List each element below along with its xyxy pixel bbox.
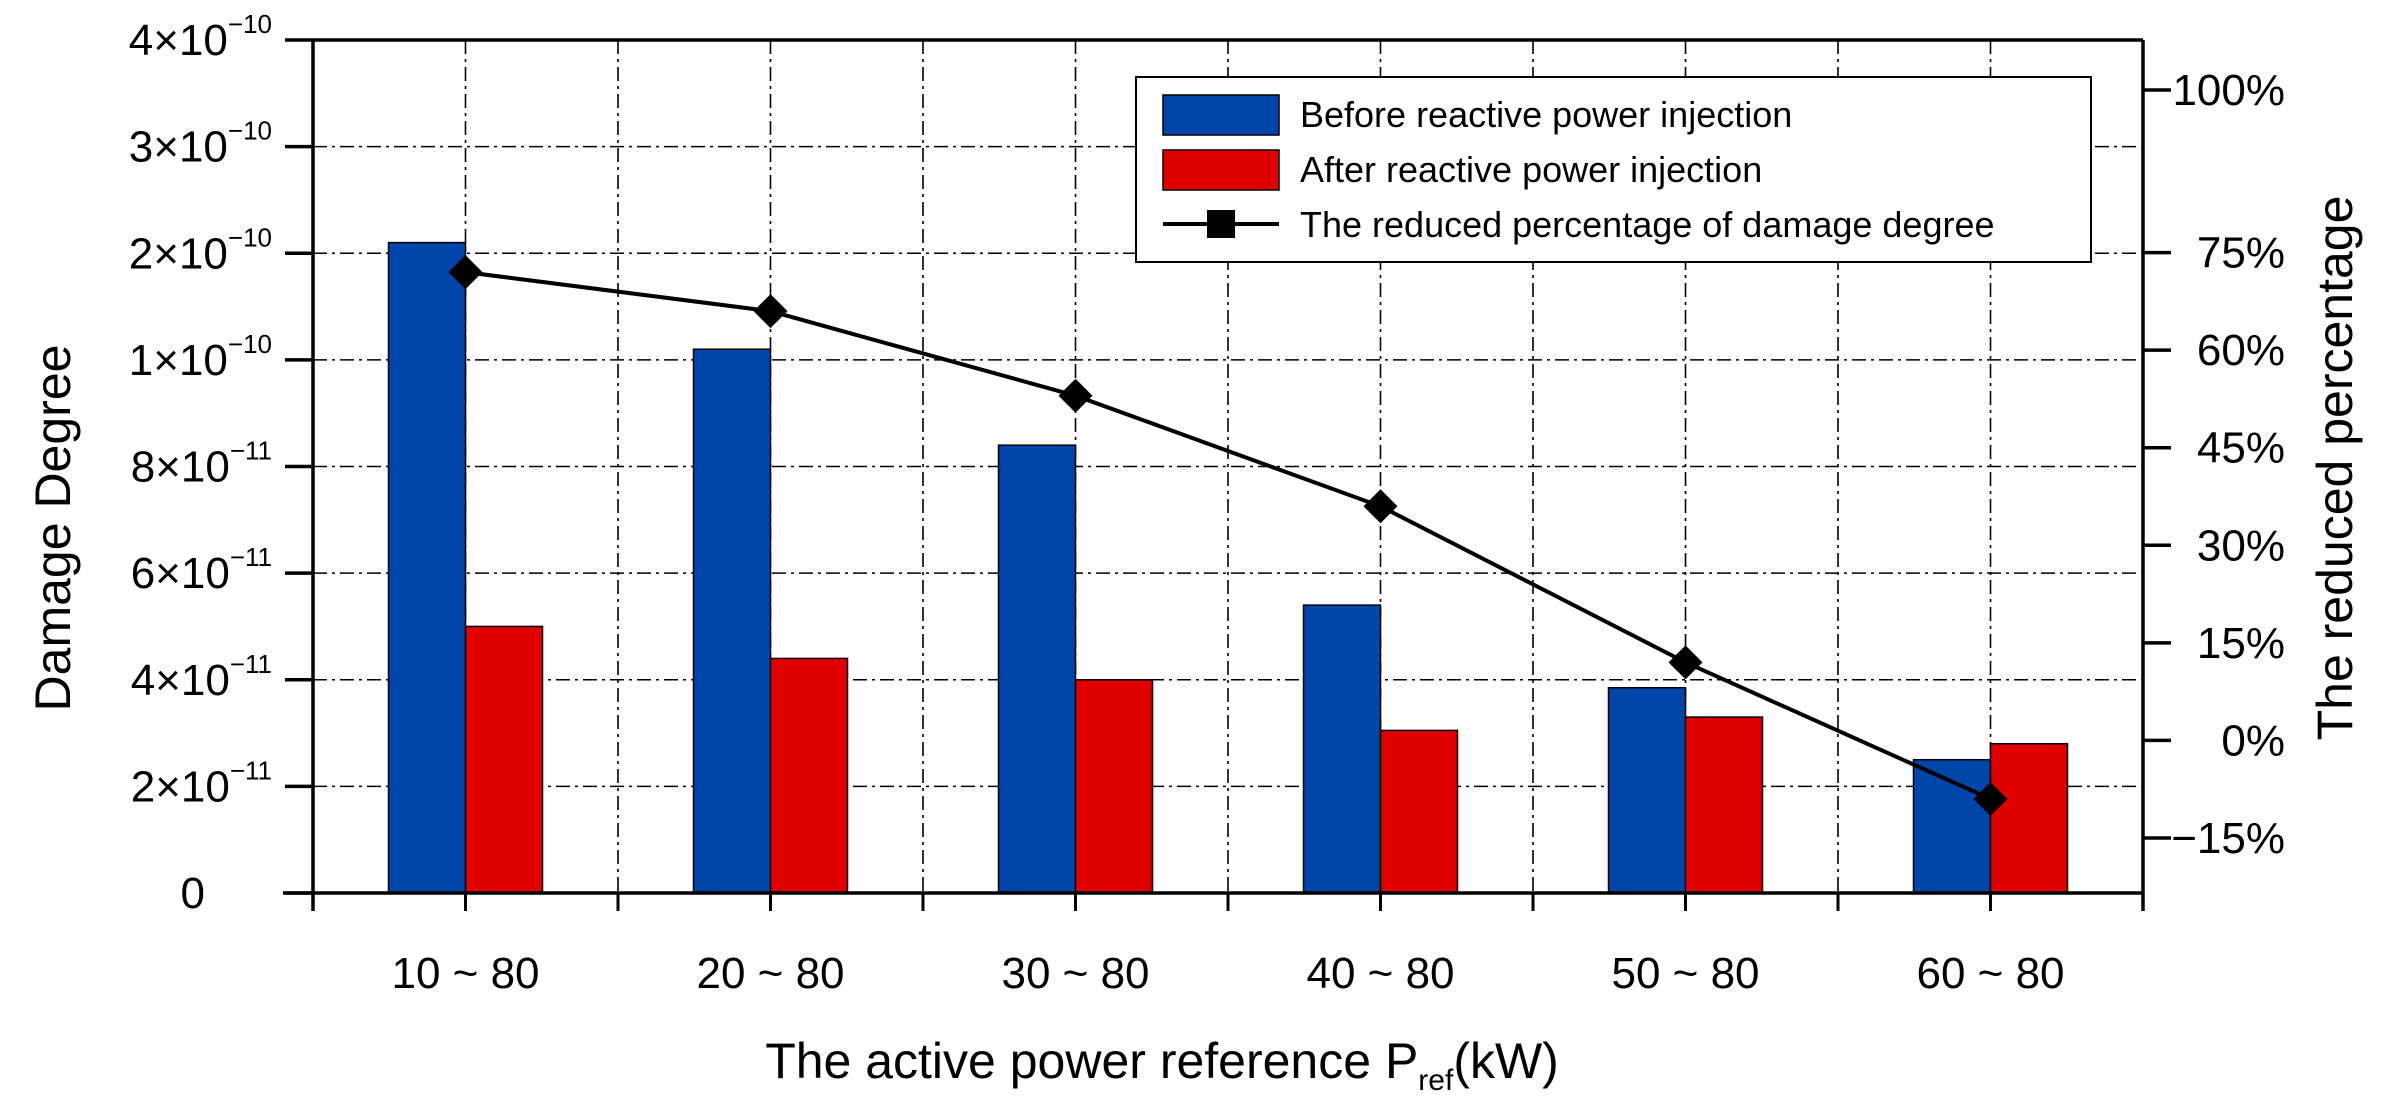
y-axis-tick-mantissa: 4×10 — [129, 16, 228, 65]
bar-after-injection — [1074, 679, 1154, 894]
bar-before-injection — [692, 348, 772, 894]
y-axis-tick-exponent: −10 — [228, 222, 272, 252]
bar-after-injection — [1379, 729, 1459, 894]
y-axis-tick-mantissa: 1×10 — [129, 336, 228, 385]
reduced-percentage-marker — [1973, 781, 2008, 816]
y-axis-tick-exponent: −10 — [228, 116, 272, 146]
x-axis-category-label: 10 ~ 80 — [391, 949, 539, 998]
bar-before-injection — [997, 444, 1077, 894]
bar-after-injection — [464, 625, 544, 894]
y-axis-tick-mantissa: 6×10 — [131, 549, 230, 598]
y2-axis-tick-label: 75% — [2197, 229, 2285, 278]
y-axis-tick-label: 4×10−11 — [131, 649, 272, 705]
y2-axis-tick-label: 0% — [2221, 716, 2285, 765]
y-axis-tick-exponent: −11 — [230, 649, 272, 679]
y2-axis-tick-label: 60% — [2197, 326, 2285, 375]
x-axis-title-subscript: ref — [1418, 1064, 1454, 1097]
reduced-percentage-marker — [1668, 645, 1703, 680]
y-axis-tick-mantissa: 3×10 — [129, 123, 228, 172]
y-axis-tick-label: 1×10−10 — [129, 329, 272, 385]
x-axis-category-label: 50 ~ 80 — [1611, 949, 1759, 998]
y-axis-tick-exponent: −10 — [228, 9, 272, 39]
reduced-percentage-line — [465, 270, 1992, 801]
y-axis-tick-exponent: −10 — [228, 329, 272, 359]
x-axis-category-label: 40 ~ 80 — [1306, 949, 1454, 998]
y-axis-tick-exponent: −11 — [230, 755, 272, 785]
x-axis-title-unit: (kW) — [1453, 1033, 1559, 1089]
reduced-percentage-marker — [1363, 489, 1398, 524]
x-axis-category-label: 20 ~ 80 — [696, 949, 844, 998]
bar-before-injection — [1607, 686, 1687, 894]
reduced-percentage-marker — [448, 255, 483, 290]
x-axis-title-main: The active power reference P — [765, 1033, 1418, 1089]
y2-axis-tick-label: 100% — [2172, 66, 2285, 115]
legend-marker-swatch — [1207, 210, 1235, 238]
axis-layer: 02×10−114×10−116×10−118×10−111×10−102×10… — [129, 9, 2285, 998]
legend-box — [1135, 76, 2092, 263]
bar-before-injection — [387, 241, 467, 894]
y-axis-tick-mantissa: 8×10 — [131, 443, 230, 492]
legend-swatch-after — [1162, 149, 1280, 191]
legend: Before reactive power injection After rea… — [1135, 76, 2092, 263]
bar-before-injection — [1302, 604, 1382, 894]
legend-label: After reactive power injection — [1300, 149, 1762, 190]
y-axis-tick-label: 2×10−11 — [131, 755, 272, 811]
bar-layer — [387, 241, 2069, 894]
bar-after-injection — [1989, 742, 2069, 894]
y2-axis-tick-label: 45% — [2197, 424, 2285, 473]
legend-label: Before reactive power injection — [1300, 94, 1792, 135]
y-axis-tick-label: 8×10−11 — [131, 436, 272, 492]
y-axis-tick-mantissa: 2×10 — [131, 762, 230, 811]
x-axis-category-label: 60 ~ 80 — [1916, 949, 2064, 998]
legend-swatch-before — [1162, 94, 1280, 136]
y-axis-tick-label: 4×10−10 — [129, 9, 272, 65]
y-axis-tick-label: 0 — [181, 869, 205, 918]
x-axis-title: The active power reference Pref(kW) — [765, 1033, 1559, 1097]
y-axis-tick-label: 6×10−11 — [131, 542, 272, 598]
line-layer — [448, 255, 2008, 816]
y2-axis-tick-label: −15% — [2171, 814, 2285, 863]
y2-axis-title: The reduced percentage — [2307, 196, 2363, 741]
bar-after-injection — [769, 657, 849, 894]
y-axis-tick-exponent: −11 — [230, 542, 272, 572]
y-axis-tick-exponent: −11 — [230, 436, 272, 466]
y2-axis-tick-label: 15% — [2197, 619, 2285, 668]
y-axis-tick-mantissa: 2×10 — [129, 229, 228, 278]
y-axis-tick-mantissa: 4×10 — [131, 656, 230, 705]
reduced-percentage-marker — [753, 294, 788, 329]
legend-label: The reduced percentage of damage degree — [1300, 204, 1995, 245]
y2-axis-tick-label: 30% — [2197, 521, 2285, 570]
reduced-percentage-marker — [1058, 378, 1093, 413]
x-axis-category-label: 30 ~ 80 — [1001, 949, 1149, 998]
bar-after-injection — [1684, 716, 1764, 894]
y-axis-title: Damage Degree — [25, 345, 81, 712]
y-axis-tick-label: 2×10−10 — [129, 222, 272, 278]
y-axis-tick-label: 3×10−10 — [129, 116, 272, 172]
